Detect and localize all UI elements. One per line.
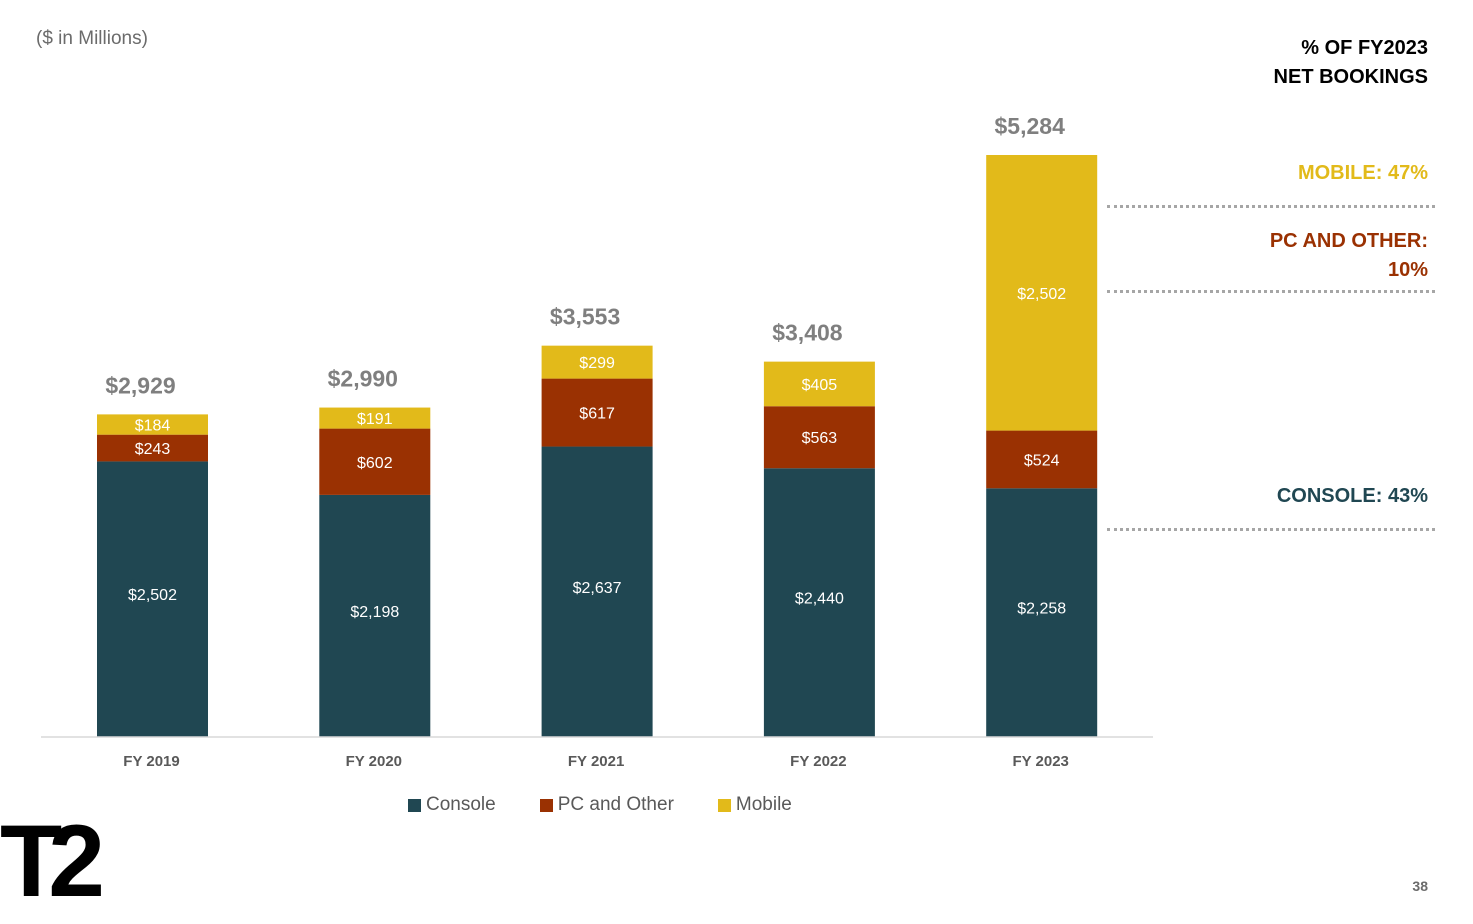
bar-console-fy-2020 <box>319 494 431 737</box>
bar-mobile-fy-2019 <box>97 414 208 435</box>
data-label-mobile-fy-2019: $184 <box>135 418 171 435</box>
mobile-divider-line <box>1107 205 1435 208</box>
data-label-console-fy-2020: $2,198 <box>350 604 399 621</box>
data-label-mobile-fy-2021: $299 <box>579 355 615 372</box>
console-share-text: CONSOLE: 43% <box>1276 485 1428 507</box>
x-tick-label-fy-2023: FY 2023 <box>1012 753 1068 770</box>
console-divider-line <box>1107 528 1435 531</box>
data-label-mobile-fy-2020: $191 <box>357 411 393 428</box>
bar-console-fy-2021 <box>541 446 653 737</box>
x-tick-label-fy-2019: FY 2019 <box>123 753 179 770</box>
legend-item-mobile: Mobile <box>717 794 792 816</box>
bar-pc-and-other-fy-2022 <box>763 406 875 469</box>
mobile-share-text: MOBILE: 47% <box>1297 162 1428 184</box>
share-title-line1: % OF FY2023 <box>1301 37 1428 59</box>
x-tick-label-fy-2021: FY 2021 <box>568 753 624 770</box>
pc-share-label: PC AND OTHER: 10% <box>1188 227 1428 285</box>
console-share-label: CONSOLE: 43% <box>1188 482 1428 511</box>
bar-mobile-fy-2021 <box>541 345 653 379</box>
chart-legend: Console PC and Other Mobile <box>408 794 836 816</box>
pc-share-text-line2: 10% <box>1387 259 1428 281</box>
data-label-pc-and-other-fy-2022: $563 <box>802 430 838 447</box>
data-label-mobile-fy-2023: $2,502 <box>1017 286 1066 303</box>
legend-label-console: Console <box>426 794 496 815</box>
share-panel-title: % OF FY2023 NET BOOKINGS <box>1168 34 1428 92</box>
bar-mobile-fy-2023 <box>986 155 1098 431</box>
legend-label-pc-and-other: PC and Other <box>557 794 674 815</box>
legend-label-mobile: Mobile <box>735 794 792 815</box>
legend-swatch-console <box>408 798 421 812</box>
data-label-pc-and-other-fy-2019: $243 <box>135 441 171 458</box>
total-label-fy-2021: $3,553 <box>550 304 620 330</box>
bar-console-fy-2019 <box>97 461 208 737</box>
data-label-console-fy-2023: $2,258 <box>1017 601 1066 618</box>
page-number: 38 <box>1412 878 1428 894</box>
pc-divider-line <box>1107 290 1435 293</box>
bar-console-fy-2023 <box>986 488 1098 737</box>
pc-share-text-line1: PC AND OTHER: <box>1269 230 1428 252</box>
data-label-console-fy-2019: $2,502 <box>128 587 177 604</box>
bar-pc-and-other-fy-2020 <box>319 428 431 495</box>
data-label-pc-and-other-fy-2021: $617 <box>579 406 615 423</box>
bar-pc-and-other-fy-2021 <box>541 378 653 447</box>
t2-logo-text: T2 <box>0 818 101 902</box>
total-label-fy-2020: $2,990 <box>328 366 398 392</box>
total-label-fy-2022: $3,408 <box>772 320 843 346</box>
t2-logo: T2 <box>0 818 110 902</box>
unit-note: ($ in Millions) <box>36 28 148 49</box>
bar-mobile-fy-2020 <box>319 407 431 429</box>
legend-item-console: Console <box>408 794 496 816</box>
legend-swatch-pc-and-other <box>539 798 553 812</box>
bar-pc-and-other-fy-2019 <box>97 434 208 462</box>
data-label-mobile-fy-2022: $405 <box>802 377 838 394</box>
stacked-bar-chart: $2,502 $243 $184 $2,929 FY 2019 $2,198 $602 $19… <box>41 113 1153 770</box>
bar-group <box>97 155 1098 737</box>
mobile-share-label: MOBILE: 47% <box>1188 159 1428 188</box>
bar-mobile-fy-2022 <box>763 361 875 407</box>
total-label-fy-2023: $5,284 <box>995 113 1066 139</box>
data-label-console-fy-2022: $2,440 <box>795 591 844 608</box>
bar-pc-and-other-fy-2023 <box>986 430 1098 489</box>
label-group: $2,502 $243 $184 $2,929 FY 2019 $2,198 $602 $19… <box>105 113 1069 770</box>
data-label-console-fy-2021: $2,637 <box>573 580 622 597</box>
total-label-fy-2019: $2,929 <box>105 372 175 398</box>
share-title-line2: NET BOOKINGS <box>1273 66 1428 88</box>
data-label-pc-and-other-fy-2023: $524 <box>1024 452 1060 469</box>
x-tick-label-fy-2020: FY 2020 <box>346 753 402 770</box>
bar-console-fy-2022 <box>763 468 875 737</box>
legend-item-pc-and-other: PC and Other <box>539 794 674 816</box>
legend-swatch-mobile <box>717 798 731 812</box>
x-tick-label-fy-2022: FY 2022 <box>790 753 846 770</box>
data-label-pc-and-other-fy-2020: $602 <box>357 455 393 472</box>
